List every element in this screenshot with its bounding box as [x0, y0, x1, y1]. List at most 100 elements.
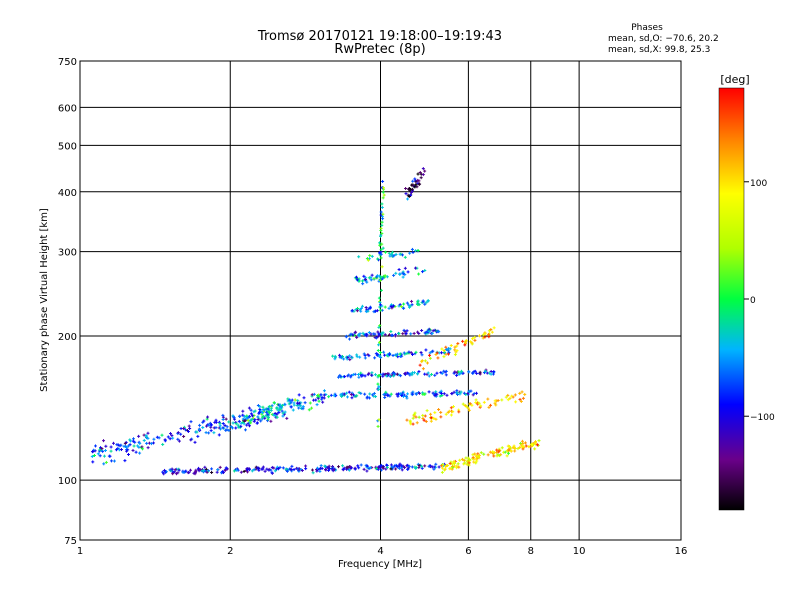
data-point	[406, 392, 410, 396]
data-point	[389, 330, 393, 334]
data-point	[379, 234, 383, 238]
data-point	[296, 467, 300, 471]
data-point	[437, 465, 441, 469]
x-tick-label: 4	[377, 546, 383, 557]
data-point	[184, 428, 188, 432]
data-point	[348, 337, 352, 341]
data-point	[355, 394, 359, 398]
data-point	[349, 375, 353, 379]
data-point	[98, 454, 102, 458]
data-point	[221, 417, 225, 421]
data-point	[428, 356, 432, 360]
data-point	[173, 470, 177, 474]
data-point	[320, 466, 324, 470]
data-point	[379, 351, 383, 355]
data-point	[310, 406, 314, 410]
data-point	[385, 465, 389, 469]
data-point	[319, 393, 323, 397]
data-point	[398, 272, 402, 276]
data-point	[269, 419, 273, 423]
data-point	[417, 272, 421, 276]
data-point	[356, 464, 360, 468]
data-point	[397, 373, 401, 377]
data-point	[454, 391, 458, 395]
data-point	[242, 422, 246, 426]
data-point	[387, 306, 391, 310]
data-point	[182, 427, 186, 431]
data-point	[310, 468, 314, 472]
data-point	[307, 408, 311, 412]
data-point	[264, 414, 268, 418]
data-point	[427, 329, 431, 333]
data-point	[380, 220, 384, 224]
data-point	[450, 462, 454, 466]
data-point	[410, 299, 414, 303]
data-point	[348, 358, 352, 362]
data-point	[416, 172, 420, 176]
data-point	[411, 371, 415, 375]
data-point	[492, 454, 496, 458]
data-point	[452, 405, 456, 409]
data-point	[96, 452, 100, 456]
data-point	[445, 464, 449, 468]
data-point	[311, 471, 315, 475]
data-point	[388, 353, 392, 357]
data-point	[132, 444, 136, 448]
data-point	[268, 411, 272, 415]
data-point	[483, 335, 487, 339]
data-point	[439, 415, 443, 419]
data-point	[422, 418, 426, 422]
data-point	[475, 391, 479, 395]
data-point	[411, 250, 415, 254]
data-point	[237, 419, 241, 423]
data-point	[440, 371, 444, 375]
data-point	[357, 391, 361, 395]
data-point	[91, 460, 95, 464]
data-point	[371, 332, 375, 336]
data-point	[457, 465, 461, 469]
data-point	[412, 413, 416, 417]
data-point	[245, 468, 249, 472]
y-tick-label: 300	[58, 248, 77, 259]
data-point	[355, 309, 359, 313]
data-point	[421, 167, 425, 171]
data-point	[359, 309, 363, 313]
data-point	[422, 392, 426, 396]
data-point	[464, 456, 468, 460]
data-point	[239, 470, 243, 474]
data-point	[373, 373, 377, 377]
data-point	[354, 330, 358, 334]
data-point	[473, 452, 477, 456]
data-point	[449, 406, 453, 410]
data-point	[186, 429, 190, 433]
data-point	[288, 398, 292, 402]
data-point	[479, 451, 483, 455]
data-point	[312, 392, 316, 396]
data-point	[474, 398, 478, 402]
data-point	[318, 469, 322, 473]
data-point	[292, 403, 296, 407]
data-point	[374, 395, 378, 399]
data-point	[377, 418, 381, 422]
data-point	[173, 468, 177, 472]
data-point	[278, 465, 282, 469]
data-point	[406, 467, 410, 471]
data-point	[146, 436, 150, 440]
data-point	[402, 351, 406, 355]
data-point	[112, 459, 116, 463]
data-point	[442, 355, 446, 359]
data-point	[104, 460, 108, 464]
data-point	[344, 334, 348, 338]
data-point	[224, 466, 228, 470]
data-point	[360, 279, 364, 283]
data-point	[442, 392, 446, 396]
data-point	[302, 396, 306, 400]
data-point	[503, 450, 507, 454]
data-point	[308, 401, 312, 405]
data-point	[168, 437, 172, 441]
data-point	[292, 468, 296, 472]
data-point	[109, 459, 113, 463]
data-point	[472, 460, 476, 464]
data-point	[421, 416, 425, 420]
data-point	[473, 338, 477, 342]
